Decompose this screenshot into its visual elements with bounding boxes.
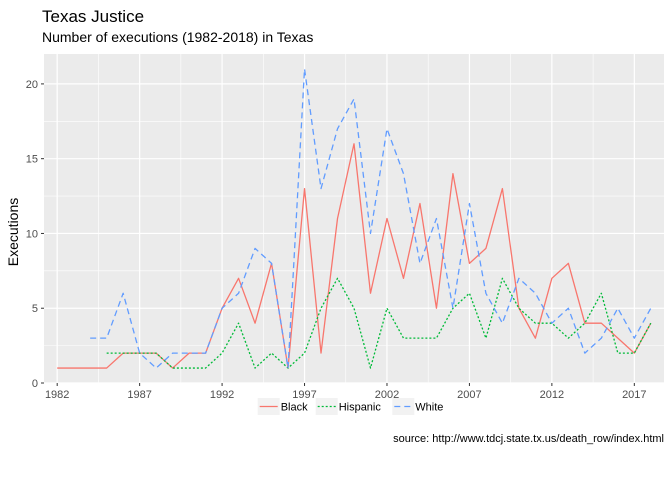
y-axis-title: Executions [5, 198, 21, 266]
chart-title: Texas Justice [42, 7, 144, 26]
y-tick-label: 0 [32, 378, 38, 390]
y-tick-label: 10 [26, 228, 38, 240]
legend-item-white: White [392, 398, 443, 415]
x-tick-label: 2012 [540, 389, 564, 401]
x-tick-label: 1997 [292, 389, 316, 401]
y-tick-label: 5 [32, 303, 38, 315]
x-tick-label: 2017 [622, 389, 646, 401]
legend-label: Hispanic [339, 402, 382, 414]
grid-minor [44, 54, 664, 383]
series-line-hispanic [106, 277, 652, 369]
legend-item-black: Black [257, 398, 308, 415]
series-line-white [90, 68, 652, 369]
y-tick-label: 20 [26, 79, 38, 91]
x-axis: 1982 1987 1992 1997 2002 2007 2012 2017 [45, 383, 647, 401]
plot-panel [44, 54, 664, 383]
x-tick-label: 1992 [210, 389, 234, 401]
legend-key-bg [392, 398, 415, 415]
x-tick-label: 1987 [127, 389, 151, 401]
y-axis: 0 5 10 15 20 [26, 79, 44, 390]
y-tick-label: 15 [26, 154, 38, 166]
legend-label: Black [281, 402, 308, 414]
series-layer [57, 68, 652, 369]
legend: Black Hispanic White [257, 398, 443, 415]
legend-label: White [415, 402, 443, 414]
x-tick-label: 1982 [45, 389, 69, 401]
x-tick-label: 2007 [457, 389, 481, 401]
chart-caption: source: http://www.tdcj.state.tx.us/deat… [393, 433, 664, 445]
chart-subtitle: Number of executions (1982-2018) in Texa… [42, 29, 313, 45]
grid-major [44, 54, 664, 384]
legend-item-hispanic: Hispanic [315, 398, 382, 415]
